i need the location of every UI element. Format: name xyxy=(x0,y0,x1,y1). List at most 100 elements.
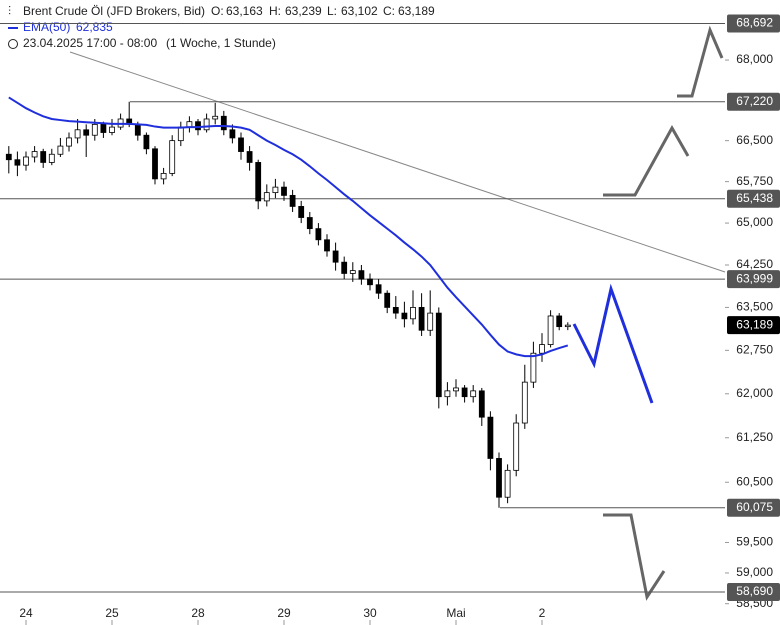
ohlc-value: 63,189 xyxy=(398,4,435,18)
projection-blue xyxy=(572,283,654,404)
candle-body xyxy=(427,312,434,331)
candle-body xyxy=(66,137,72,147)
candle-body xyxy=(220,115,227,131)
candle-body xyxy=(272,186,279,194)
candles xyxy=(5,101,571,508)
ema-value: 62,835 xyxy=(76,20,113,34)
ohlc-label: H: xyxy=(269,4,281,18)
candle-body xyxy=(246,151,253,163)
trend-line xyxy=(69,51,726,273)
y-tick-label: 62,750 xyxy=(736,343,773,357)
y-tick-label: 61,250 xyxy=(736,430,773,444)
y-tick-label: 66,500 xyxy=(736,133,773,147)
candle-body xyxy=(212,115,219,120)
y-tick-label: 65,750 xyxy=(736,174,773,188)
candle-body xyxy=(238,137,244,152)
candle-body xyxy=(281,186,287,196)
level-box xyxy=(727,92,780,111)
candle-body xyxy=(91,123,98,136)
candle-body xyxy=(203,118,210,131)
candle-body xyxy=(5,153,12,161)
candle-body xyxy=(298,206,305,218)
level-box xyxy=(727,189,780,208)
candle-body xyxy=(263,192,270,202)
level-label: 68,692 xyxy=(736,16,773,30)
candle-body xyxy=(539,344,545,354)
level-box xyxy=(727,270,780,289)
candle-body xyxy=(134,123,141,136)
candle-body xyxy=(83,129,90,136)
candle-body xyxy=(513,422,520,471)
x-tick-label: 2 xyxy=(539,606,546,620)
candle-body xyxy=(410,307,416,320)
y-tick-label: 65,000 xyxy=(736,215,773,229)
candle-body xyxy=(255,162,262,202)
x-tick-label: 24 xyxy=(19,606,33,620)
candle-body xyxy=(564,324,571,328)
candle-body xyxy=(521,381,528,424)
resolution: (1 Woche, 1 Stunde) xyxy=(166,36,276,50)
candle-body xyxy=(401,312,408,320)
candle-body xyxy=(487,416,494,459)
x-tick-label: 29 xyxy=(277,606,291,620)
candle-body xyxy=(57,145,64,155)
ohlc-label: O: xyxy=(211,4,224,18)
ohlc-label: C: xyxy=(383,4,395,18)
ema-label: EMA(50) xyxy=(23,20,70,34)
level-box xyxy=(727,582,780,601)
candle-body xyxy=(229,129,236,139)
level-label: 67,220 xyxy=(736,94,773,108)
candle-body xyxy=(418,307,425,331)
date-range: 23.04.2025 17:00 - 08:00 xyxy=(23,36,157,50)
ema-line xyxy=(8,96,569,358)
candle-body xyxy=(23,156,29,166)
candle-body xyxy=(177,126,184,142)
level-box xyxy=(727,14,780,33)
candle-body xyxy=(169,140,176,174)
candle-body xyxy=(435,312,442,398)
level-label: 58,690 xyxy=(736,584,773,598)
ohlc-value: 63,102 xyxy=(341,4,378,18)
candle-body xyxy=(152,148,158,180)
candle-body xyxy=(478,390,485,418)
candle-body xyxy=(349,270,356,274)
y-tick-label: 59,000 xyxy=(736,565,773,579)
candle-body xyxy=(367,278,373,286)
level-label: 65,438 xyxy=(736,191,773,205)
last-price-box xyxy=(727,316,780,335)
ohlc-value: 63,163 xyxy=(226,4,263,18)
level-label: 60,075 xyxy=(736,500,773,514)
projection-gray xyxy=(603,25,724,601)
candle-body xyxy=(289,194,296,207)
candle-body xyxy=(195,121,201,131)
x-tick-label: 28 xyxy=(191,606,205,620)
candle-body xyxy=(496,458,502,498)
candle-body xyxy=(444,390,451,398)
level-label: 63,999 xyxy=(736,271,773,285)
legend-header: ⫶ Brent Crude Öl (JFD Brokers, Bid) O: 6… xyxy=(8,4,435,50)
ohlc-value: 63,239 xyxy=(285,4,322,18)
ema-swatch xyxy=(8,27,18,29)
y-tick-label: 62,000 xyxy=(736,386,773,400)
ohlc-label: L: xyxy=(327,4,337,18)
candle-body xyxy=(143,134,150,150)
candle-body xyxy=(547,315,554,345)
y-tick-label: 68,000 xyxy=(736,52,773,66)
y-tick-label: 60,500 xyxy=(736,474,773,488)
y-tick-label: 63,500 xyxy=(736,300,773,314)
candle-body xyxy=(470,390,477,398)
candle-body xyxy=(332,250,339,263)
candle-body xyxy=(504,469,511,498)
candle-body xyxy=(109,126,115,133)
symbol-icon: ⫶ xyxy=(8,4,11,18)
candle-body xyxy=(100,123,107,133)
level-box xyxy=(727,498,780,517)
x-tick-label: 30 xyxy=(363,606,377,620)
candle-body xyxy=(392,307,399,314)
clock-icon xyxy=(8,39,18,49)
candle-body xyxy=(40,151,47,163)
candle-body xyxy=(556,315,563,328)
candle-body xyxy=(530,352,537,383)
y-tick-label: 59,500 xyxy=(736,535,773,549)
